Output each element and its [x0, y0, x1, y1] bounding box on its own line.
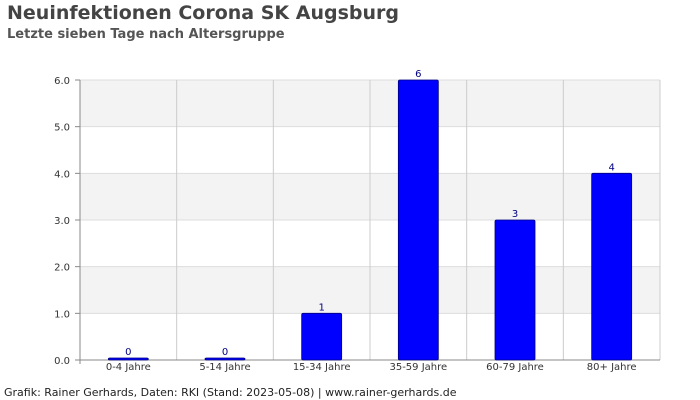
bar-value-label: 4	[608, 162, 614, 173]
bar-value-label: 6	[415, 69, 421, 80]
y-tick-label: 6.0	[54, 76, 70, 87]
x-tick-label: 0-4 Jahre	[106, 362, 151, 373]
y-tick-label: 5.0	[54, 123, 70, 134]
y-tick-label: 0.0	[54, 356, 70, 367]
bar-value-label: 0	[125, 347, 131, 358]
bar-value-label: 1	[318, 302, 324, 313]
chart-title: Neuinfektionen Corona SK Augsburg	[7, 2, 399, 24]
x-tick-label: 60-79 Jahre	[486, 362, 544, 373]
x-tick-label: 15-34 Jahre	[293, 362, 351, 373]
bars	[107, 79, 633, 361]
bar	[204, 357, 246, 361]
y-tick-label: 3.0	[54, 216, 70, 227]
bar	[107, 357, 149, 361]
bar-value-label: 0	[222, 347, 228, 358]
x-axis-tick-labels: 0-4 Jahre 5-14 Jahre 15-34 Jahre 35-59 Jahr…	[106, 362, 637, 373]
bar-value-labels: 0 0 1 6 3 4	[125, 69, 615, 358]
x-tick-label: 35-59 Jahre	[389, 362, 447, 373]
x-tick-label: 80+ Jahre	[587, 362, 637, 373]
y-tick-label: 2.0	[54, 263, 70, 274]
chart-subtitle: Letzte sieben Tage nach Altersgruppe	[7, 27, 285, 42]
axes	[75, 79, 660, 364]
y-axis-tick-labels: 0.0 1.0 2.0 3.0 4.0 5.0 6.0	[54, 76, 70, 367]
bar	[301, 312, 343, 361]
x-tick-label: 5-14 Jahre	[199, 362, 250, 373]
bar-value-label: 3	[512, 209, 518, 220]
bar	[494, 219, 536, 361]
footer-credit: Grafik: Rainer Gerhards, Daten: RKI (Sta…	[4, 386, 457, 399]
y-tick-label: 4.0	[54, 169, 70, 180]
y-tick-label: 1.0	[54, 309, 70, 320]
bar	[591, 172, 633, 361]
bar	[397, 79, 439, 361]
